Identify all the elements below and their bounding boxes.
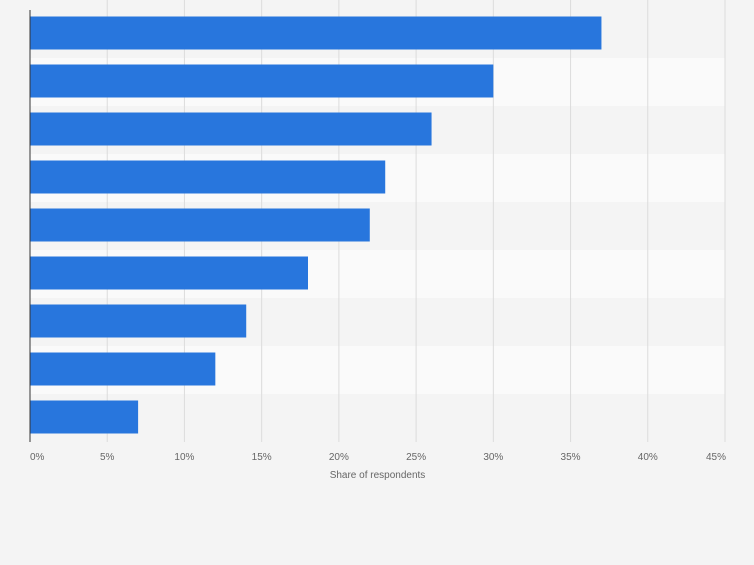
bar [30,352,216,386]
x-tick-label: 15% [252,452,272,463]
bar [30,64,494,98]
bar [30,208,370,242]
bars [30,16,602,434]
bar [30,400,139,434]
x-tick-label: 20% [329,452,349,463]
x-tick-label: 40% [638,452,658,463]
bar [30,160,386,194]
bar [30,112,432,146]
bar [30,16,602,50]
x-tick-label: 35% [561,452,581,463]
row-band [30,394,725,442]
x-axis-title: Share of respondents [330,470,426,481]
x-tick-label: 0% [30,452,45,463]
x-tick-label: 45% [706,452,726,463]
x-tick-label: 10% [174,452,194,463]
bar [30,304,247,338]
x-tick-label: 25% [406,452,426,463]
x-axis-tick-labels: 0% 5% 10% 15% 20% 25% 30% 35% 40% 45% [30,452,726,463]
x-tick-label: 30% [483,452,503,463]
x-tick-label: 5% [100,452,115,463]
bar [30,256,308,290]
